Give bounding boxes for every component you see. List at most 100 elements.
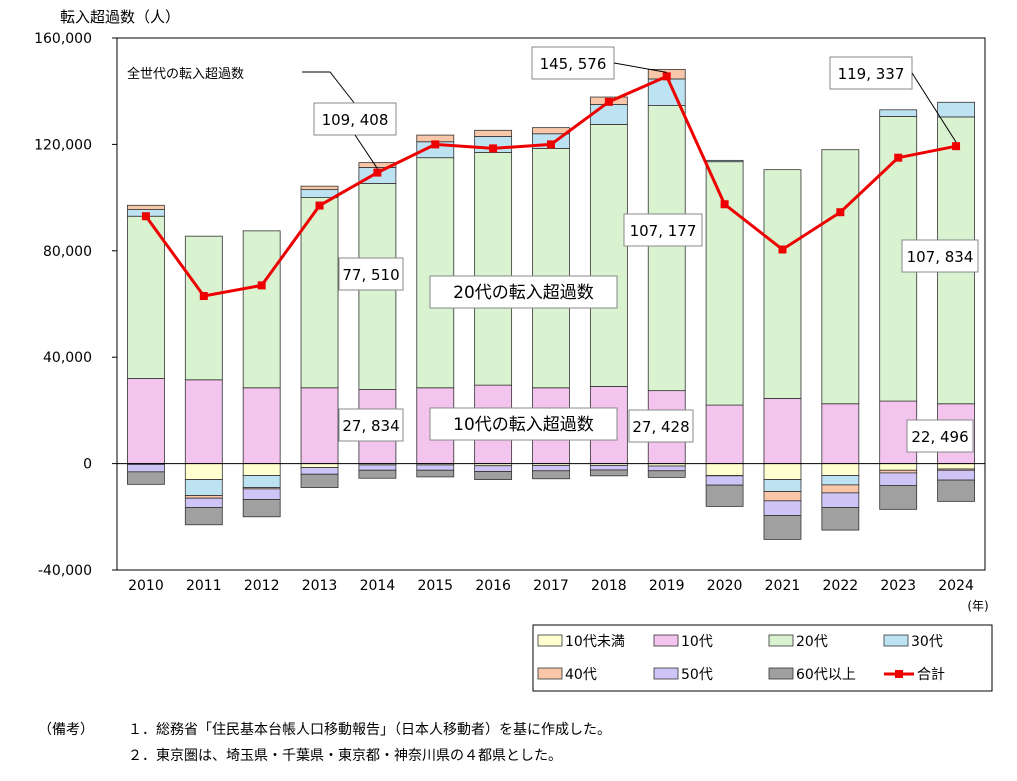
legend-swatch-60代以上 bbox=[768, 667, 794, 680]
x-tick-label: 2020 bbox=[707, 578, 743, 594]
x-tick-label: 2022 bbox=[823, 578, 859, 594]
bar-segment-50代-2010 bbox=[127, 463, 165, 473]
bar-segment-60代以上-2019 bbox=[647, 470, 686, 478]
callout-20代-2014-box bbox=[338, 257, 404, 291]
bar-segment-20代-2018 bbox=[589, 124, 628, 387]
legend-label-30代: 30代 bbox=[911, 634, 943, 650]
bar-segment-50代-2011 bbox=[184, 497, 223, 508]
bar-segment-10代-2021 bbox=[763, 398, 802, 464]
y-tick-label: 40,000 bbox=[43, 350, 92, 366]
callout-10代-2024-box bbox=[906, 419, 974, 453]
stacked-bar-chart: -40,000 0 40,000 80,000 120,000 160,000 転入超過数（… bbox=[34, 8, 993, 692]
bar-segment-20代-2011 bbox=[184, 235, 223, 381]
total-point-2020 bbox=[720, 200, 729, 209]
callout-10代-2014: 27, 834 bbox=[342, 417, 399, 435]
bar-segment-20代-2021 bbox=[763, 169, 802, 399]
x-tick-label: 2012 bbox=[244, 578, 280, 594]
bar-segment-50代-2021 bbox=[763, 500, 802, 516]
bar-segment-60代以上-2021 bbox=[763, 515, 802, 540]
bar-segment-10代未満-2021 bbox=[763, 463, 802, 480]
total-series-label: 全世代の転入超過数 bbox=[127, 66, 244, 82]
total-point-2019 bbox=[662, 72, 671, 81]
total-point-2012 bbox=[257, 281, 266, 290]
notes: （備考） １．総務省「住民基本台帳人口移動報告」（日本人移動者）を基に作成した。 … bbox=[38, 717, 611, 769]
bar-segment-50代-2017 bbox=[532, 465, 570, 472]
note-1: １．総務省「住民基本台帳人口移動報告」（日本人移動者）を基に作成した。 bbox=[128, 722, 611, 738]
x-tick-label: 2015 bbox=[417, 578, 453, 594]
bar-segment-40代-2013 bbox=[300, 185, 339, 191]
x-tick-label: 2019 bbox=[649, 578, 685, 594]
bar-segment-30代-2021 bbox=[763, 479, 802, 492]
callout-total-2019: 145, 576 bbox=[540, 55, 607, 73]
callout-total-2024-leader bbox=[911, 72, 957, 143]
total-point-2013 bbox=[315, 201, 324, 210]
total-point-2022 bbox=[836, 208, 845, 217]
twenties-label: 20代の転入超過数 bbox=[453, 283, 594, 303]
callout-total-2019-leader bbox=[613, 62, 667, 73]
bar-segment-40代-2017 bbox=[532, 127, 570, 135]
bar-segment-50代-2020 bbox=[705, 475, 744, 486]
bar-segment-60代以上-2020 bbox=[705, 484, 744, 507]
bar-segment-40代-2010 bbox=[127, 204, 165, 210]
total-point-2021 bbox=[778, 245, 787, 254]
bar-segment-10代-2022 bbox=[821, 403, 860, 464]
bar-segment-60代以上-2024 bbox=[937, 479, 975, 502]
bar-segment-10代未満-2024 bbox=[937, 463, 975, 470]
callout-20代-2019-box bbox=[623, 213, 703, 247]
bar-segment-20代-2010 bbox=[127, 215, 165, 379]
y-tick-label: 80,000 bbox=[43, 244, 92, 260]
bar-segment-60代以上-2014 bbox=[358, 469, 397, 479]
bar-segment-50代-2023 bbox=[879, 472, 918, 486]
total-series-pointer bbox=[302, 71, 356, 105]
total-point-2014 bbox=[373, 168, 382, 177]
bar-segment-20代-2017 bbox=[532, 147, 570, 389]
x-tick-label: 2017 bbox=[533, 578, 569, 594]
teens-label-box bbox=[429, 407, 618, 441]
total-point-2015 bbox=[431, 140, 440, 149]
callout-total-2014-box bbox=[313, 102, 397, 136]
total-point-2017 bbox=[547, 140, 555, 149]
bar-segment-60代以上-2012 bbox=[242, 499, 281, 518]
legend-label-10代: 10代 bbox=[681, 634, 713, 650]
bar-segment-10代-2010 bbox=[127, 378, 165, 465]
x-tick-label: 2010 bbox=[128, 578, 164, 594]
bar-segment-40代-2016 bbox=[474, 129, 513, 137]
callout-total-2019-box bbox=[531, 46, 615, 80]
bar-segment-30代-2018 bbox=[589, 104, 628, 125]
legend-label-合計: 合計 bbox=[917, 667, 945, 683]
y-tick-label: 120,000 bbox=[34, 137, 92, 153]
bar-segment-20代-2020 bbox=[705, 161, 744, 406]
bar-segment-10代未満-2013 bbox=[300, 463, 339, 468]
bar-segment-20代-2015 bbox=[416, 157, 455, 389]
bar-segment-30代-2023 bbox=[879, 109, 918, 117]
legend-label-20代: 20代 bbox=[796, 634, 828, 650]
bar-segment-30代-2012 bbox=[242, 475, 281, 488]
bar-segment-10代-2013 bbox=[300, 387, 339, 465]
x-tick-label: 2018 bbox=[591, 578, 627, 594]
callout-total-2024-box bbox=[829, 56, 913, 90]
callout-20代-2024: 107, 834 bbox=[907, 248, 974, 266]
bar-segment-10代未満-2011 bbox=[184, 463, 223, 480]
bar-segment-50代-2024 bbox=[937, 469, 975, 481]
legend bbox=[532, 624, 993, 692]
x-tick-label: 2013 bbox=[302, 578, 338, 594]
legend-swatch-10代 bbox=[653, 634, 679, 647]
x-tick-label: 2021 bbox=[765, 578, 801, 594]
callout-20代-2019: 107, 177 bbox=[630, 222, 697, 240]
bar-segment-60代以上-2018 bbox=[589, 469, 628, 477]
notes-heading: （備考） bbox=[38, 722, 94, 738]
bar-segment-60代以上-2022 bbox=[821, 507, 860, 531]
bar-segment-30代-2022 bbox=[821, 475, 860, 486]
total-point-2023 bbox=[894, 153, 903, 162]
bar-segment-10代-2012 bbox=[242, 387, 281, 465]
bar-segment-60代以上-2013 bbox=[300, 473, 339, 488]
legend-swatch-30代 bbox=[883, 634, 909, 647]
legend-label-10代未満: 10代未満 bbox=[565, 634, 625, 650]
bar-segment-30代-2024 bbox=[937, 101, 975, 118]
x-tick-label: 2011 bbox=[186, 578, 222, 594]
callout-10代-2019: 27, 428 bbox=[632, 418, 689, 436]
bar-segment-60代以上-2016 bbox=[474, 471, 513, 480]
bar-segment-50代-2018 bbox=[589, 465, 628, 471]
bar-segment-60代以上-2015 bbox=[416, 469, 455, 478]
callout-total-2024: 119, 337 bbox=[838, 65, 905, 83]
